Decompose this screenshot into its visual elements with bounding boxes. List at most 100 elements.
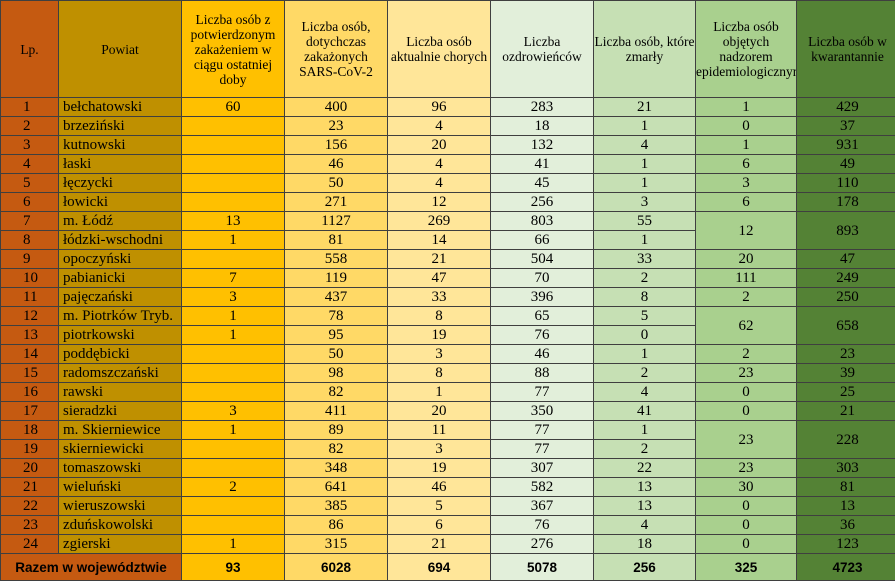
cell-powiat: brzeziński (58, 116, 182, 136)
cell-quarantine: 110 (796, 173, 895, 193)
cell-deaths: 2 (593, 268, 696, 288)
cell-supervision: 3 (695, 173, 797, 193)
totals-recovered: 5078 (490, 553, 594, 581)
cell-active-cases: 20 (387, 135, 491, 155)
cell-new-cases: 1 (181, 325, 285, 345)
cell-recovered: 283 (490, 97, 594, 117)
cell-powiat: pajęczański (58, 287, 182, 307)
cell-recovered: 132 (490, 135, 594, 155)
cell-lp: 3 (0, 135, 59, 155)
cell-supervision: 111 (695, 268, 797, 288)
table-row: 15 radomszczański 98 8 88 2 23 39 (0, 363, 895, 383)
cell-quarantine: 429 (796, 97, 895, 117)
cell-deaths: 22 (593, 458, 696, 478)
cell-quarantine: 250 (796, 287, 895, 307)
cell-lp: 16 (0, 382, 59, 402)
table-row: 22 wieruszowski 385 5 367 13 0 13 (0, 496, 895, 516)
cell-quarantine: 39 (796, 363, 895, 383)
cell-quarantine: 25 (796, 382, 895, 402)
cell-recovered: 504 (490, 249, 594, 269)
cell-new-cases: 3 (181, 287, 285, 307)
cell-total-cases: 315 (284, 534, 388, 554)
cell-total-cases: 271 (284, 192, 388, 212)
cell-new-cases (181, 344, 285, 364)
cell-lp: 22 (0, 496, 59, 516)
header-deaths: Liczba osób, które zmarły (593, 0, 696, 98)
totals-supervision: 325 (695, 553, 797, 581)
cell-active-cases: 11 (387, 420, 491, 440)
cell-recovered: 70 (490, 268, 594, 288)
totals-total-cases: 6028 (284, 553, 388, 581)
cell-deaths: 41 (593, 401, 696, 421)
cell-quarantine: 303 (796, 458, 895, 478)
header-quarantine: Liczba osób w kwarantannie (796, 0, 895, 98)
cell-new-cases (181, 173, 285, 193)
table-row: 14 poddębicki 50 3 46 1 2 23 (0, 344, 895, 364)
cell-total-cases: 641 (284, 477, 388, 497)
cell-lp: 24 (0, 534, 59, 554)
cell-active-cases: 4 (387, 116, 491, 136)
cell-powiat: łódzki-wschodni (58, 230, 182, 250)
cell-total-cases: 50 (284, 344, 388, 364)
cell-new-cases (181, 116, 285, 136)
table-row: 9 opoczyński 558 21 504 33 20 47 (0, 249, 895, 269)
cell-new-cases (181, 135, 285, 155)
cell-powiat: m. Piotrków Tryb. (58, 306, 182, 326)
cell-new-cases (181, 496, 285, 516)
cell-new-cases (181, 249, 285, 269)
cell-quarantine: 47 (796, 249, 895, 269)
cell-recovered: 396 (490, 287, 594, 307)
cell-powiat: wieruszowski (58, 496, 182, 516)
cell-recovered: 45 (490, 173, 594, 193)
cell-new-cases (181, 363, 285, 383)
cell-lp: 6 (0, 192, 59, 212)
cell-lp: 14 (0, 344, 59, 364)
cell-deaths: 55 (593, 211, 696, 231)
cell-quarantine: 81 (796, 477, 895, 497)
cell-supervision: 1 (695, 135, 797, 155)
cell-new-cases (181, 154, 285, 174)
cell-active-cases: 6 (387, 515, 491, 535)
cell-recovered: 350 (490, 401, 594, 421)
cell-lp: 9 (0, 249, 59, 269)
cell-total-cases: 89 (284, 420, 388, 440)
cell-active-cases: 21 (387, 249, 491, 269)
cell-recovered: 76 (490, 325, 594, 345)
cell-recovered: 582 (490, 477, 594, 497)
cell-active-cases: 8 (387, 306, 491, 326)
totals-active-cases: 694 (387, 553, 491, 581)
cell-quarantine: 228 (796, 420, 895, 459)
cell-total-cases: 348 (284, 458, 388, 478)
cell-lp: 4 (0, 154, 59, 174)
cell-powiat: łęczycki (58, 173, 182, 193)
cell-active-cases: 4 (387, 173, 491, 193)
cell-powiat: kutnowski (58, 135, 182, 155)
cell-lp: 1 (0, 97, 59, 117)
cell-lp: 20 (0, 458, 59, 478)
cell-total-cases: 81 (284, 230, 388, 250)
cell-deaths: 3 (593, 192, 696, 212)
cell-new-cases: 2 (181, 477, 285, 497)
cell-powiat: wieluński (58, 477, 182, 497)
cell-lp: 17 (0, 401, 59, 421)
table-row: 1 bełchatowski 60 400 96 283 21 1 429 (0, 97, 895, 117)
cell-total-cases: 400 (284, 97, 388, 117)
cell-recovered: 18 (490, 116, 594, 136)
cell-total-cases: 156 (284, 135, 388, 155)
cell-lp: 21 (0, 477, 59, 497)
table-row: 20 tomaszowski 348 19 307 22 23 303 (0, 458, 895, 478)
cell-total-cases: 437 (284, 287, 388, 307)
cell-quarantine: 249 (796, 268, 895, 288)
cell-quarantine: 123 (796, 534, 895, 554)
cell-lp: 8 (0, 230, 59, 250)
table-row: 13 piotrkowski 1 95 19 76 0 (0, 325, 895, 345)
cell-new-cases: 60 (181, 97, 285, 117)
cell-supervision: 0 (695, 496, 797, 516)
cell-powiat: zduńskowolski (58, 515, 182, 535)
cell-lp: 2 (0, 116, 59, 136)
cell-supervision: 23 (695, 420, 797, 459)
header-lp: Lp. (0, 0, 59, 98)
cell-deaths: 1 (593, 116, 696, 136)
cell-quarantine: 36 (796, 515, 895, 535)
header-recovered: Liczba ozdrowieńców (490, 0, 594, 98)
